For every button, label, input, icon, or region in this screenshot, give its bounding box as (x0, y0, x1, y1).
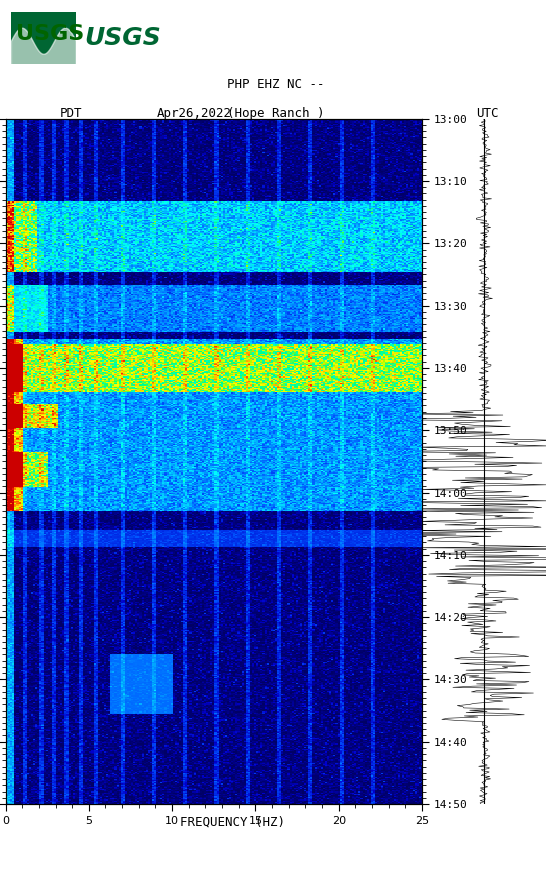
Text: FREQUENCY (HZ): FREQUENCY (HZ) (180, 816, 285, 829)
Text: PHP EHZ NC --: PHP EHZ NC -- (227, 78, 325, 91)
Text: UTC: UTC (476, 107, 498, 120)
Text: Apr26,2022: Apr26,2022 (157, 107, 232, 120)
FancyBboxPatch shape (11, 12, 76, 64)
Text: (Hope Ranch ): (Hope Ranch ) (227, 107, 325, 120)
Text: USGS: USGS (17, 24, 84, 45)
Text: PDT: PDT (60, 107, 82, 120)
Text: USGS: USGS (84, 26, 161, 50)
